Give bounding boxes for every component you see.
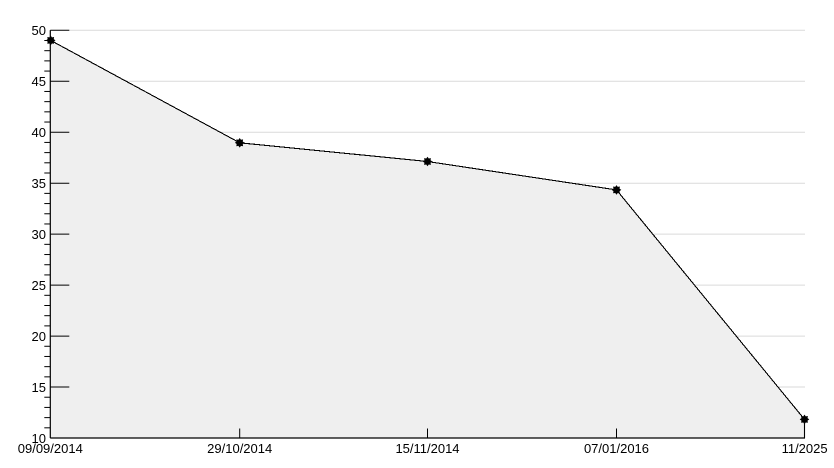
- svg-text:30: 30: [32, 227, 46, 242]
- svg-text:15: 15: [32, 380, 46, 395]
- svg-text:09/09/2014: 09/09/2014: [18, 441, 83, 456]
- svg-text:25: 25: [32, 278, 46, 293]
- svg-text:45: 45: [32, 74, 46, 89]
- svg-text:07/01/2016: 07/01/2016: [584, 441, 649, 456]
- svg-text:15/11/2014: 15/11/2014: [395, 441, 459, 456]
- svg-text:50: 50: [32, 23, 46, 38]
- svg-text:29/10/2014: 29/10/2014: [207, 441, 272, 456]
- svg-text:20: 20: [32, 329, 46, 344]
- svg-text:35: 35: [32, 176, 46, 191]
- svg-text:40: 40: [32, 125, 46, 140]
- svg-text:11/2025: 11/2025: [782, 441, 828, 456]
